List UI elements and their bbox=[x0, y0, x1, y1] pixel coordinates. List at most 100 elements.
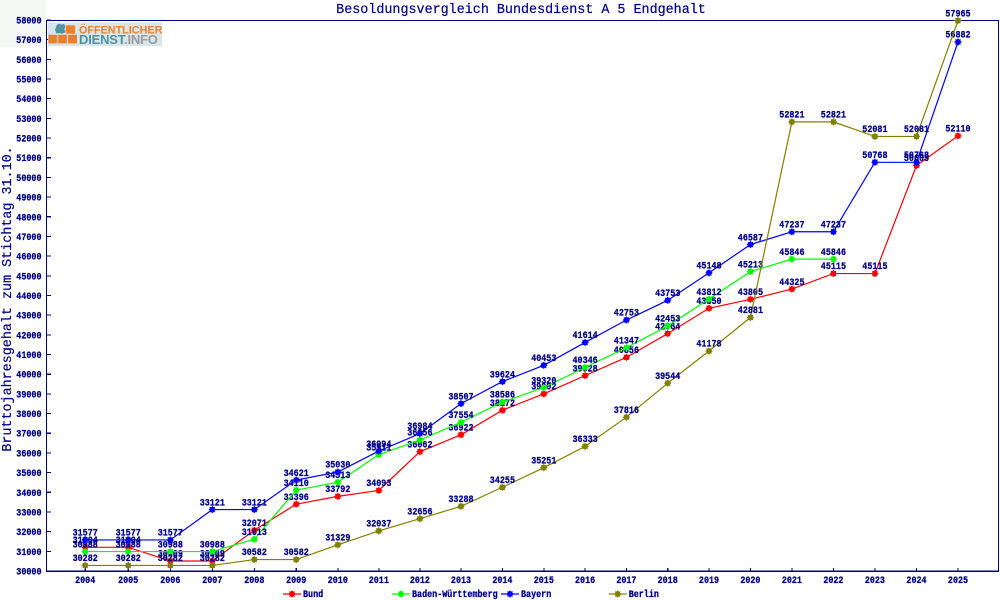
svg-text:2013: 2013 bbox=[451, 576, 471, 587]
svg-text:2020: 2020 bbox=[740, 576, 760, 587]
svg-text:33288: 33288 bbox=[448, 495, 473, 506]
svg-text:2010: 2010 bbox=[328, 576, 348, 587]
svg-text:50768: 50768 bbox=[904, 151, 929, 162]
svg-text:31613: 31613 bbox=[242, 528, 267, 539]
svg-text:56000: 56000 bbox=[16, 56, 41, 67]
svg-text:36333: 36333 bbox=[573, 435, 598, 446]
svg-text:52081: 52081 bbox=[904, 125, 929, 136]
svg-text:2015: 2015 bbox=[534, 576, 554, 587]
svg-text:Baden-Württemberg: Baden-Württemberg bbox=[412, 589, 498, 600]
svg-text:33792: 33792 bbox=[325, 485, 350, 496]
svg-text:41614: 41614 bbox=[573, 331, 598, 342]
svg-text:30988: 30988 bbox=[73, 540, 98, 551]
svg-text:53000: 53000 bbox=[16, 115, 41, 126]
svg-text:2023: 2023 bbox=[865, 576, 885, 587]
svg-text:34621: 34621 bbox=[284, 469, 309, 480]
svg-text:39000: 39000 bbox=[16, 390, 41, 401]
svg-text:30000: 30000 bbox=[16, 568, 41, 579]
svg-text:33121: 33121 bbox=[242, 498, 267, 509]
svg-text:30282: 30282 bbox=[200, 554, 225, 565]
svg-text:44000: 44000 bbox=[16, 292, 41, 303]
svg-text:37000: 37000 bbox=[16, 430, 41, 441]
svg-text:Bund: Bund bbox=[303, 589, 323, 600]
svg-text:39624: 39624 bbox=[490, 370, 515, 381]
svg-text:58000: 58000 bbox=[16, 16, 41, 27]
svg-text:34513: 34513 bbox=[325, 471, 350, 482]
svg-text:52110: 52110 bbox=[945, 125, 970, 136]
svg-text:2006: 2006 bbox=[160, 576, 180, 587]
svg-text:47000: 47000 bbox=[16, 233, 41, 244]
svg-text:42753: 42753 bbox=[614, 309, 639, 320]
svg-text:45846: 45846 bbox=[779, 248, 804, 259]
svg-text:35000: 35000 bbox=[16, 469, 41, 480]
svg-text:32037: 32037 bbox=[366, 520, 391, 531]
svg-text:2007: 2007 bbox=[202, 576, 222, 587]
svg-text:40856: 40856 bbox=[614, 346, 639, 357]
svg-text:52821: 52821 bbox=[779, 111, 804, 122]
svg-text:2011: 2011 bbox=[369, 576, 389, 587]
svg-text:30282: 30282 bbox=[73, 554, 98, 565]
svg-text:36094: 36094 bbox=[366, 440, 391, 451]
svg-text:42000: 42000 bbox=[16, 331, 41, 342]
svg-text:30988: 30988 bbox=[158, 540, 183, 551]
svg-text:2025: 2025 bbox=[948, 576, 968, 587]
svg-text:Besoldungsvergleich Bundesdien: Besoldungsvergleich Bundesdienst A 5 End… bbox=[336, 3, 706, 18]
svg-text:43753: 43753 bbox=[655, 289, 680, 300]
svg-text:41347: 41347 bbox=[614, 336, 639, 347]
svg-text:45115: 45115 bbox=[821, 262, 846, 273]
svg-text:50000: 50000 bbox=[16, 174, 41, 185]
svg-text:52000: 52000 bbox=[16, 135, 41, 146]
svg-text:30582: 30582 bbox=[242, 548, 267, 559]
svg-text:DIENST.INFO: DIENST.INFO bbox=[79, 32, 158, 47]
svg-text:40453: 40453 bbox=[531, 354, 556, 365]
svg-text:51000: 51000 bbox=[16, 154, 41, 165]
svg-text:45115: 45115 bbox=[862, 262, 887, 273]
svg-text:2005: 2005 bbox=[118, 576, 138, 587]
svg-text:2022: 2022 bbox=[823, 576, 843, 587]
svg-text:55000: 55000 bbox=[16, 76, 41, 87]
svg-text:50768: 50768 bbox=[862, 151, 887, 162]
svg-text:39320: 39320 bbox=[531, 376, 556, 387]
svg-text:2009: 2009 bbox=[286, 576, 306, 587]
svg-text:45213: 45213 bbox=[738, 260, 763, 271]
svg-text:2012: 2012 bbox=[410, 576, 430, 587]
svg-text:57965: 57965 bbox=[945, 9, 970, 20]
svg-text:2024: 2024 bbox=[906, 576, 926, 587]
svg-text:2008: 2008 bbox=[244, 576, 264, 587]
svg-text:39544: 39544 bbox=[655, 372, 680, 383]
svg-text:31577: 31577 bbox=[116, 529, 141, 540]
svg-text:ÖFFENTLICHER: ÖFFENTLICHER bbox=[79, 24, 163, 37]
svg-text:36984: 36984 bbox=[407, 422, 432, 433]
svg-text:33396: 33396 bbox=[284, 493, 309, 504]
svg-text:30988: 30988 bbox=[116, 540, 141, 551]
svg-text:2016: 2016 bbox=[575, 576, 595, 587]
svg-text:2018: 2018 bbox=[658, 576, 678, 587]
svg-text:36062: 36062 bbox=[407, 440, 432, 451]
svg-text:36000: 36000 bbox=[16, 449, 41, 460]
svg-text:49000: 49000 bbox=[16, 194, 41, 205]
svg-text:Berlin: Berlin bbox=[629, 589, 659, 600]
svg-text:32656: 32656 bbox=[407, 507, 432, 518]
svg-text:34255: 34255 bbox=[490, 476, 515, 487]
svg-text:34110: 34110 bbox=[284, 479, 309, 490]
svg-text:2019: 2019 bbox=[699, 576, 719, 587]
svg-text:52821: 52821 bbox=[821, 111, 846, 122]
svg-text:43805: 43805 bbox=[738, 288, 763, 299]
svg-text:33121: 33121 bbox=[200, 498, 225, 509]
svg-text:56882: 56882 bbox=[945, 31, 970, 42]
svg-text:46000: 46000 bbox=[16, 253, 41, 264]
svg-text:44325: 44325 bbox=[779, 278, 804, 289]
svg-text:34000: 34000 bbox=[16, 489, 41, 500]
svg-text:40000: 40000 bbox=[16, 371, 41, 382]
svg-text:48000: 48000 bbox=[16, 213, 41, 224]
svg-text:43000: 43000 bbox=[16, 312, 41, 323]
svg-text:2014: 2014 bbox=[492, 576, 512, 587]
svg-text:35251: 35251 bbox=[531, 456, 556, 467]
svg-text:38586: 38586 bbox=[490, 391, 515, 402]
svg-text:45846: 45846 bbox=[821, 248, 846, 259]
svg-text:2021: 2021 bbox=[782, 576, 802, 587]
svg-text:30988: 30988 bbox=[200, 540, 225, 551]
svg-text:45000: 45000 bbox=[16, 272, 41, 283]
svg-text:36922: 36922 bbox=[448, 424, 473, 435]
svg-text:40346: 40346 bbox=[573, 356, 598, 367]
